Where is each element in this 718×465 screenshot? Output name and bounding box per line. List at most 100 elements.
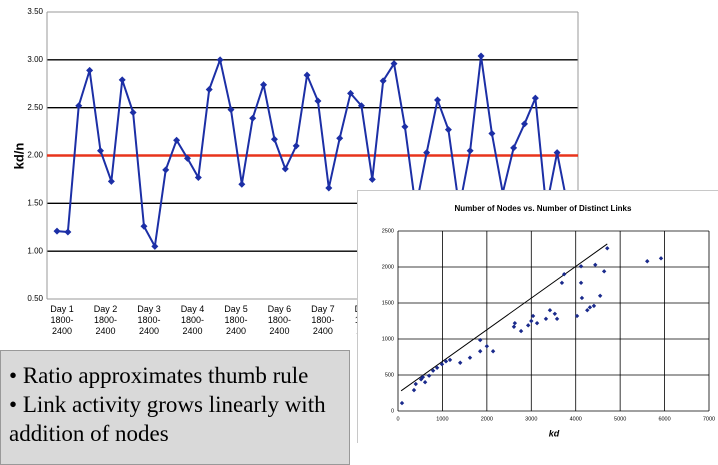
data-point	[260, 81, 268, 89]
data-point	[484, 344, 490, 349]
bullet: Link activity grows linearly with additi…	[9, 390, 343, 448]
data-point	[529, 318, 534, 324]
data-point	[561, 272, 567, 277]
data-point	[64, 228, 72, 236]
data-point	[422, 380, 428, 385]
data-point	[336, 134, 344, 142]
series-line	[56, 55, 569, 250]
data-point	[534, 320, 540, 326]
data-point	[379, 77, 387, 85]
data-point	[399, 400, 405, 406]
data-point	[430, 368, 436, 373]
x-tick-label: 2000	[481, 416, 493, 422]
data-point	[467, 355, 473, 360]
data-point	[140, 222, 148, 230]
text-box: Ratio approximates thumb rule Link activ…	[0, 350, 350, 465]
data-point	[547, 308, 553, 313]
x-tick-label: 5000	[614, 416, 626, 422]
data-point	[129, 108, 137, 116]
y-tick-label: 1500	[382, 300, 394, 306]
data-point	[303, 71, 311, 79]
data-point	[531, 94, 539, 102]
data-point	[401, 123, 409, 131]
y-tick-label: 2500	[382, 228, 394, 234]
data-point	[521, 120, 529, 128]
data-point	[434, 96, 442, 104]
data-point	[512, 320, 518, 326]
data-point	[466, 147, 474, 155]
data-point	[238, 180, 246, 188]
data-point	[447, 357, 453, 363]
data-point	[597, 293, 603, 298]
y-tick-label: 3.00	[27, 55, 43, 64]
trendline	[400, 243, 608, 392]
y-tick-label: 2.50	[27, 103, 43, 112]
data-point	[530, 313, 536, 319]
x-tick-label: Day 5 1800- 2400	[224, 304, 248, 336]
data-point	[53, 227, 61, 235]
data-point	[194, 174, 202, 182]
y-tick-label: 3.50	[27, 7, 43, 16]
data-point	[543, 316, 549, 322]
x-tick-label: 3000	[525, 416, 537, 422]
y-tick-label: 0	[391, 408, 394, 414]
data-point	[151, 242, 159, 250]
data-point	[368, 175, 376, 183]
data-point	[411, 387, 417, 393]
data-point	[591, 303, 597, 309]
data-point	[281, 165, 289, 173]
data-point	[107, 177, 115, 185]
data-point	[477, 349, 483, 354]
data-point	[490, 349, 496, 354]
data-point	[423, 149, 431, 157]
data-point	[593, 262, 598, 268]
data-point	[511, 324, 517, 329]
data-point	[554, 316, 560, 322]
data-point	[477, 52, 485, 60]
data-point	[553, 149, 561, 157]
data-point	[183, 154, 191, 162]
y-tick-label: 1.50	[27, 198, 43, 207]
data-point	[658, 256, 664, 261]
y-tick-label: 2000	[382, 264, 394, 270]
data-point	[443, 359, 449, 364]
data-point	[579, 295, 585, 301]
data-point	[314, 97, 322, 105]
x-tick-label: Day 1 1800- 2400	[50, 304, 74, 336]
bullet: Ratio approximates thumb rule	[9, 361, 343, 390]
x-tick-label: 7000	[703, 416, 715, 422]
x-tick-label: 6000	[658, 416, 670, 422]
x-tick-label: 4000	[570, 416, 582, 422]
data-point	[605, 246, 610, 251]
data-point	[118, 76, 126, 84]
scatter-chart: Number of Nodes vs. Number of Distinct L…	[382, 204, 715, 438]
data-point	[426, 373, 432, 378]
y-tick-label: 1000	[382, 336, 394, 342]
data-point	[418, 377, 424, 382]
data-point	[645, 259, 650, 264]
data-point	[270, 135, 278, 143]
data-point	[325, 184, 333, 192]
x-tick-label: Day 3 1800- 2400	[137, 304, 161, 336]
data-point	[525, 323, 531, 328]
data-point	[552, 311, 558, 316]
x-tick-label: Day 7 1800- 2400	[311, 304, 335, 336]
data-point	[510, 144, 518, 152]
data-point	[477, 337, 483, 343]
data-point	[518, 328, 524, 334]
data-point	[216, 56, 224, 64]
y-tick-label: 1.00	[27, 246, 43, 255]
data-point	[444, 126, 452, 134]
x-tick-label: 0	[396, 416, 399, 422]
data-point	[249, 114, 257, 122]
chart-title: Number of Nodes vs. Number of Distinct L…	[455, 204, 632, 213]
x-tick-label: Day 4 1800- 2400	[180, 304, 205, 336]
data-point	[458, 360, 463, 365]
data-point	[587, 305, 593, 310]
x-tick-label: 1000	[436, 416, 448, 422]
x-axis-label: kd	[549, 428, 560, 438]
data-point	[559, 280, 565, 286]
data-point	[413, 381, 418, 387]
y-axis-label: kd/n	[11, 143, 26, 170]
